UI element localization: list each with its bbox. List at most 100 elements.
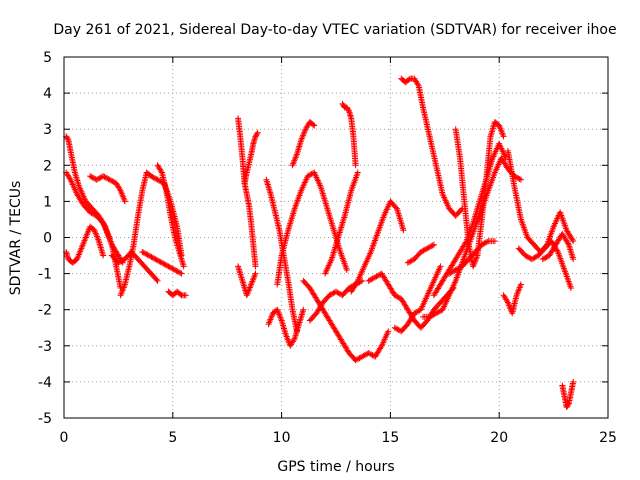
data-point bbox=[482, 239, 489, 246]
data-point bbox=[524, 253, 531, 260]
data-point bbox=[93, 176, 100, 183]
data-point bbox=[456, 264, 463, 271]
y-tick-label: 0 bbox=[43, 231, 52, 247]
data-point bbox=[374, 272, 381, 279]
x-tick-label: 10 bbox=[273, 430, 291, 446]
data-point bbox=[427, 313, 434, 320]
data-point bbox=[156, 258, 163, 265]
series-arc-20 bbox=[339, 100, 359, 169]
data-point bbox=[106, 176, 113, 183]
data-point bbox=[433, 310, 440, 317]
data-point bbox=[307, 171, 314, 178]
data-point bbox=[87, 173, 94, 180]
series-arc-14 bbox=[265, 306, 307, 349]
y-tick-label: -1 bbox=[38, 267, 52, 283]
data-point bbox=[517, 281, 524, 288]
data-point bbox=[446, 270, 453, 277]
data-point bbox=[329, 290, 336, 297]
data-point bbox=[89, 210, 96, 217]
data-point bbox=[404, 259, 411, 266]
data-point bbox=[153, 276, 160, 283]
data-point bbox=[155, 177, 162, 184]
data-point bbox=[97, 174, 104, 181]
data-point bbox=[104, 175, 111, 182]
y-tick-label: -3 bbox=[38, 339, 52, 355]
data-point bbox=[153, 256, 160, 263]
data-point bbox=[428, 243, 435, 250]
data-point bbox=[155, 257, 162, 264]
data-point bbox=[500, 133, 507, 140]
data-point bbox=[370, 274, 377, 281]
y-tick-label: 3 bbox=[43, 122, 52, 138]
data-point bbox=[110, 178, 117, 185]
data-point bbox=[174, 268, 181, 275]
data-point bbox=[448, 269, 455, 276]
data-point bbox=[565, 240, 572, 247]
data-point bbox=[357, 354, 364, 361]
data-point bbox=[424, 245, 431, 252]
data-point bbox=[419, 248, 426, 255]
y-tick-label: -5 bbox=[38, 411, 52, 427]
data-point bbox=[453, 266, 460, 273]
x-tick-label: 25 bbox=[599, 430, 617, 446]
data-point bbox=[171, 266, 178, 273]
data-point bbox=[542, 254, 549, 261]
data-point bbox=[451, 267, 458, 274]
data-point bbox=[300, 306, 307, 313]
data-point bbox=[541, 255, 548, 262]
data-point bbox=[96, 175, 103, 182]
data-point bbox=[149, 173, 156, 180]
data-point bbox=[162, 261, 169, 268]
data-point bbox=[158, 168, 165, 175]
data-point bbox=[361, 352, 368, 359]
data-point bbox=[406, 259, 413, 266]
data-point bbox=[154, 277, 161, 284]
data-point bbox=[431, 311, 438, 318]
data-point bbox=[543, 253, 550, 260]
data-point bbox=[478, 241, 485, 248]
data-point bbox=[526, 254, 533, 261]
y-axis-label: SDTVAR / TECUs bbox=[8, 181, 24, 296]
data-point bbox=[154, 176, 161, 183]
data-point bbox=[437, 263, 444, 270]
data-point bbox=[373, 273, 380, 280]
data-point bbox=[100, 173, 107, 180]
data-point bbox=[306, 172, 313, 179]
data-point bbox=[180, 263, 187, 270]
data-points bbox=[63, 75, 577, 411]
data-point bbox=[333, 288, 339, 295]
data-point bbox=[353, 356, 360, 363]
plot-frame bbox=[63, 56, 609, 419]
data-point bbox=[178, 270, 185, 277]
chart-title: Day 261 of 2021, Sidereal Day-to-day VTE… bbox=[53, 22, 616, 38]
data-point bbox=[430, 311, 437, 318]
data-point bbox=[149, 254, 156, 261]
data-point bbox=[355, 355, 362, 362]
data-point bbox=[116, 259, 123, 266]
data-point bbox=[356, 355, 363, 362]
data-point bbox=[151, 255, 158, 262]
series-arc-11 bbox=[235, 263, 259, 299]
data-point bbox=[530, 255, 537, 262]
data-point bbox=[94, 176, 101, 183]
data-point bbox=[363, 351, 370, 358]
data-point bbox=[88, 209, 95, 216]
data-point bbox=[539, 256, 546, 263]
data-point bbox=[115, 259, 122, 266]
data-point bbox=[391, 292, 398, 299]
data-point bbox=[88, 173, 95, 180]
data-point bbox=[393, 325, 400, 332]
data-point bbox=[368, 351, 375, 358]
data-point bbox=[164, 262, 171, 269]
y-tick-label: 4 bbox=[43, 86, 52, 102]
data-point bbox=[360, 352, 367, 359]
data-point bbox=[423, 246, 430, 253]
data-point bbox=[523, 253, 530, 260]
data-point bbox=[517, 176, 524, 183]
data-point bbox=[326, 292, 333, 299]
x-tick-label: 5 bbox=[168, 430, 177, 446]
data-point bbox=[170, 266, 177, 273]
data-point bbox=[481, 240, 488, 247]
y-tick-label: 5 bbox=[43, 50, 52, 66]
